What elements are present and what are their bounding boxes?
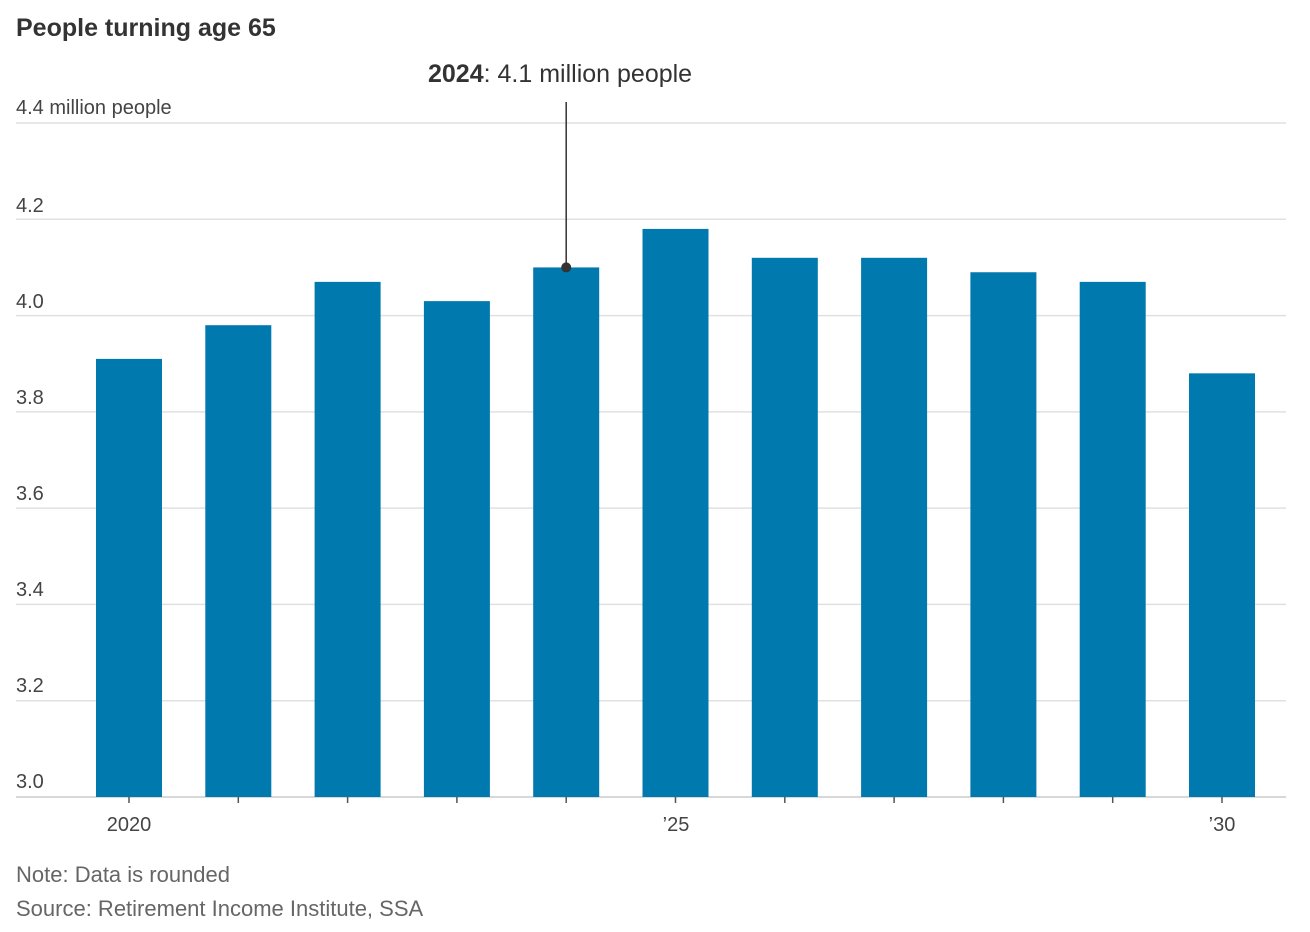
bar-2028 [970,272,1037,797]
bar-2025 [642,228,709,797]
y-tick-label: 4.4 million people [16,97,172,119]
annotation [561,102,572,273]
y-tick-label: 3.0 [16,771,44,793]
y-tick-label: 3.2 [16,675,44,697]
y-tick-label: 4.0 [16,291,44,313]
bars [96,228,1255,797]
chart-title: People turning age 65 [16,14,276,42]
y-tick-label: 4.2 [16,195,44,217]
bar-2022 [314,281,381,797]
annotation-year: 2024 [428,60,484,88]
x-tick-label: ’30 [1208,814,1236,836]
bar-2029 [1079,281,1146,797]
x-tick-label: ’25 [662,814,690,836]
annotation-label: 2024: 4.1 million people [428,60,692,89]
bar-2021 [205,325,272,797]
bar-2020 [96,358,162,797]
annotation-text: : 4.1 million people [483,60,693,88]
y-tick-label: 3.4 [16,579,44,601]
y-tick-label: 3.6 [16,483,44,505]
bar-2027 [861,257,928,797]
x-axis-ticks [128,797,1223,803]
bar-2023 [423,301,490,797]
chart-source: Source: Retirement Income Institute, SSA [16,896,424,921]
annotation-dot [561,262,572,273]
chart-note: Note: Data is rounded [16,862,231,887]
x-tick-label: 2020 [106,814,152,836]
bar-2026 [751,257,818,797]
y-tick-label: 3.8 [16,387,44,409]
bar-2024 [533,267,600,797]
bar-2030 [1189,373,1255,797]
